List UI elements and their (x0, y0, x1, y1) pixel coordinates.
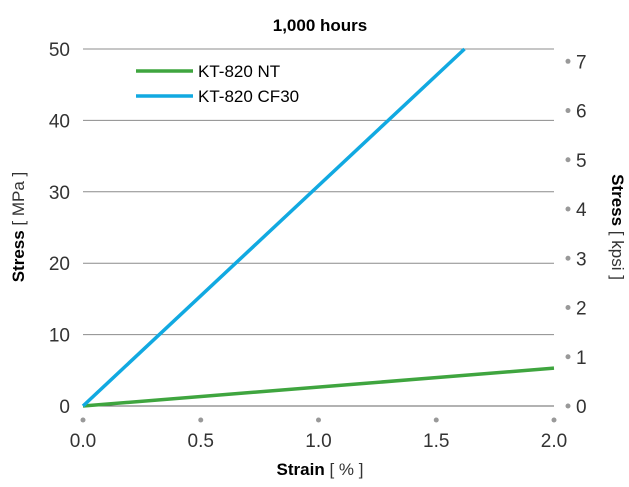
y-tick-label-3: 30 (49, 183, 70, 204)
y2-tick-label-2: 2 (576, 299, 587, 320)
y-axis-title-main: Stress (9, 230, 28, 282)
y-tick-label-2: 20 (49, 254, 70, 275)
y-tick-label-4: 40 (49, 111, 70, 132)
x-tick-label-1: 0.5 (188, 431, 214, 452)
y2-tick-dot-2 (565, 305, 571, 311)
y2-tick-label-5: 5 (576, 151, 587, 172)
y2-tick-dot-1 (565, 354, 571, 360)
y-tick-label-5: 50 (49, 40, 70, 61)
tick-dots (80, 58, 571, 423)
x-tick-label-2: 1.0 (305, 431, 331, 452)
y2-tick-label-3: 3 (576, 249, 587, 270)
y2-tick-label-1: 1 (576, 348, 587, 369)
y2-tick-label-7: 7 (576, 52, 587, 73)
y2-tick-dot-3 (565, 255, 571, 261)
y2-tick-dot-5 (565, 157, 571, 163)
x-tick-dot-1 (198, 417, 204, 423)
chart-title: 1,000 hours (273, 16, 368, 35)
x-tick-label-3: 1.5 (423, 431, 449, 452)
tick-labels: 0 10 20 30 40 50 0.0 0.5 1.0 1.5 2.0 0 1 2 3 4 5 6 7 (49, 40, 587, 452)
y2-tick-dot-0 (565, 403, 571, 409)
y2-tick-dot-7 (565, 58, 571, 64)
y2-tick-label-4: 4 (576, 200, 587, 221)
y-tick-label-1: 10 (49, 326, 70, 347)
y2-tick-dot-4 (565, 206, 571, 212)
y-axis-title-unit: [ MPa ] (9, 172, 28, 226)
x-tick-dot-2 (316, 417, 321, 423)
y2-tick-dot-6 (565, 108, 571, 114)
legend-label-1: KT-820 CF30 (198, 87, 299, 106)
y2-axis-title: Stress [ kpsi ] (608, 174, 627, 280)
y2-axis-title-main: Stress (608, 174, 627, 226)
x-axis-title-main: Strain (277, 460, 325, 479)
x-tick-dot-4 (551, 417, 557, 423)
y2-axis-title-unit: [ kpsi ] (608, 231, 627, 280)
y-tick-label-0: 0 (59, 397, 70, 418)
y2-tick-label-0: 0 (576, 397, 587, 418)
x-tick-label-4: 2.0 (541, 431, 567, 452)
x-tick-label-0: 0.0 (70, 431, 96, 452)
x-tick-dot-0 (80, 417, 86, 423)
series-line-0 (82, 366, 555, 408)
series-line-1 (81, 47, 466, 408)
legend-label-0: KT-820 NT (198, 62, 280, 81)
x-axis-title: Strain [ % ] (277, 460, 364, 479)
x-tick-dot-3 (433, 417, 439, 423)
grid-lines (83, 48, 554, 407)
x-axis-title-unit: [ % ] (329, 460, 363, 479)
legend: KT-820 NT KT-820 CF30 (136, 62, 299, 106)
y2-tick-label-6: 6 (576, 102, 587, 123)
y-axis-title: Stress [ MPa ] (9, 172, 28, 283)
series-lines (81, 47, 555, 408)
